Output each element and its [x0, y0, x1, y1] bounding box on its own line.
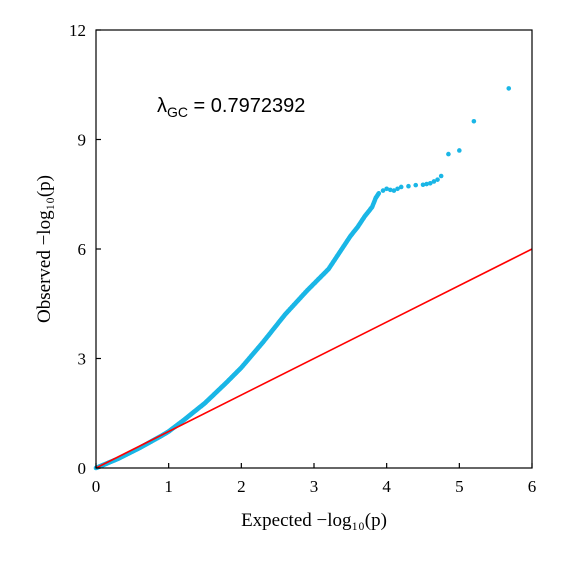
data-point — [506, 86, 512, 91]
x-tick-label: 4 — [382, 477, 391, 496]
y-tick-label: 0 — [78, 459, 87, 478]
data-point — [388, 187, 393, 193]
data-point — [420, 182, 426, 188]
y-tick-label: 6 — [78, 240, 87, 259]
y-axis-label: Observed −log₁₀(p) — [34, 175, 55, 323]
x-tick-label: 1 — [164, 477, 173, 496]
data-point — [457, 148, 462, 153]
data-point — [471, 118, 477, 124]
x-tick-label: 2 — [237, 477, 246, 496]
y-axis: 0 3 6 9 12 — [69, 21, 101, 478]
data-point — [406, 183, 411, 189]
lambda-value: = 0.7972392 — [188, 95, 305, 117]
data-point — [380, 188, 386, 193]
y-tick-label: 3 — [78, 350, 87, 369]
y-tick-label: 9 — [78, 131, 87, 150]
y-tick-label: 12 — [69, 21, 86, 40]
lambda-subscript: GC — [167, 104, 188, 120]
lambda-symbol: λ — [157, 95, 167, 117]
data-point — [395, 186, 400, 192]
reference-line — [95, 248, 533, 469]
data-point — [446, 151, 451, 157]
data-point — [435, 177, 440, 182]
lambda-gc-annotation: λGC = 0.7972392 — [157, 95, 305, 120]
data-point — [391, 188, 397, 193]
data-point — [384, 186, 389, 192]
x-tick-label: 5 — [455, 477, 464, 496]
data-point — [413, 182, 419, 188]
x-tick-label: 6 — [528, 477, 537, 496]
x-axis-label: Expected −log₁₀(p) — [241, 510, 387, 531]
observed-points — [93, 86, 512, 471]
x-tick-label: 3 — [310, 477, 319, 496]
x-tick-label: 0 — [92, 477, 101, 496]
reference-line-segment — [95, 248, 533, 469]
data-point — [431, 179, 437, 184]
x-axis: 0 1 2 3 4 5 6 — [92, 463, 537, 496]
data-point — [438, 173, 444, 179]
data-point — [398, 184, 404, 190]
data-point — [376, 191, 382, 196]
data-point — [427, 181, 433, 186]
data-point — [424, 181, 429, 187]
